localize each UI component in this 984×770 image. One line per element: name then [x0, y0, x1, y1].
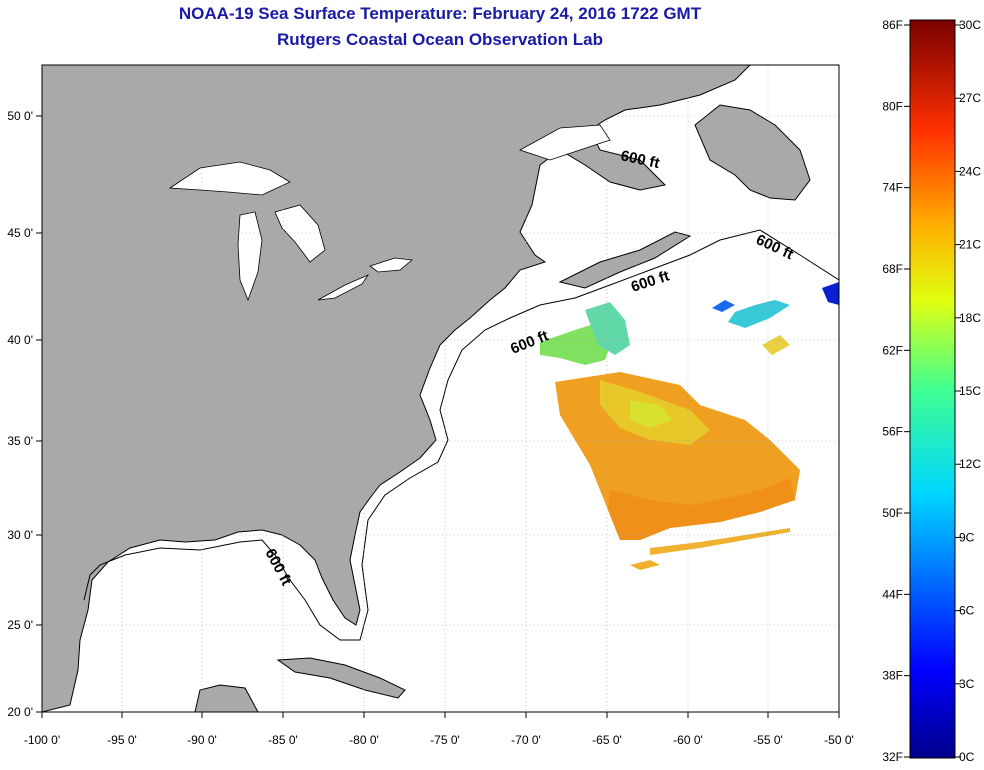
lon-tick-label: -75 0'	[430, 733, 460, 747]
colorbar-c-label: 0C	[959, 750, 975, 764]
lake-erie	[317, 274, 370, 301]
st-lawrence	[519, 124, 611, 161]
land-cuba	[276, 657, 406, 699]
lat-tick-label: 20 0'	[7, 705, 33, 719]
lon-tick-label: -95 0'	[107, 733, 137, 747]
lat-tick-label: 30 0'	[7, 528, 33, 542]
lat-tick-label: 25 0'	[7, 618, 33, 632]
colorbar-c-label: 24C	[959, 164, 981, 178]
sst-data	[540, 282, 839, 570]
latitude-axis: 50 0' 45 0' 40 0' 35 0' 30 0' 25 0' 20 0'	[7, 109, 42, 719]
colorbar-f-label: 68F	[882, 262, 903, 276]
land-nova-scotia	[558, 231, 692, 289]
graticule	[42, 65, 839, 712]
colorbar-f-label: 38F	[882, 669, 903, 683]
map-title: NOAA-19 Sea Surface Temperature: Februar…	[178, 4, 702, 23]
land-north-america	[42, 65, 751, 712]
lon-tick-label: -60 0'	[673, 733, 703, 747]
colorbar-celsius-labels: 30C 27C 24C 21C 18C 15C 12C 9C 6C 3C 0C	[955, 18, 981, 764]
colorbar-fahrenheit-labels: 86F 80F 74F 68F 62F 56F 50F 44F 38F 32F	[882, 18, 910, 764]
land-newfoundland	[694, 104, 811, 201]
colorbar-f-label: 44F	[882, 587, 903, 601]
colorbar-f-label: 56F	[882, 425, 903, 439]
lon-tick-label: -85 0'	[268, 733, 298, 747]
lat-tick-label: 50 0'	[7, 109, 33, 123]
lat-tick-label: 35 0'	[7, 434, 33, 448]
colorbar-c-label: 21C	[959, 238, 981, 252]
colorbar-c-label: 18C	[959, 311, 981, 325]
land-yucatan	[194, 684, 259, 712]
colorbar-c-label: 6C	[959, 604, 975, 618]
lon-tick-label: -55 0'	[753, 733, 783, 747]
lon-tick-label: -100 0'	[24, 733, 60, 747]
map-frame	[41, 64, 840, 713]
lake-ontario	[369, 257, 413, 273]
colorbar-f-label: 50F	[882, 506, 903, 520]
colorbar-c-label: 3C	[959, 677, 975, 691]
colorbar	[909, 19, 956, 759]
lake-superior	[168, 161, 291, 196]
colorbar-c-label: 15C	[959, 384, 981, 398]
colorbar-c-label: 30C	[959, 18, 981, 32]
colorbar-c-label: 9C	[959, 530, 975, 544]
depth-contour-600ft	[83, 229, 839, 641]
colorbar-f-label: 74F	[882, 181, 903, 195]
lon-tick-label: -70 0'	[511, 733, 541, 747]
lake-huron	[274, 204, 326, 263]
lon-tick-label: -80 0'	[349, 733, 379, 747]
longitude-axis: -100 0' -95 0' -90 0' -85 0' -80 0' -75 0' -70…	[24, 712, 854, 747]
colorbar-c-label: 27C	[959, 91, 981, 105]
lat-tick-label: 45 0'	[7, 226, 33, 240]
colorbar-f-label: 32F	[882, 750, 903, 764]
lake-michigan	[237, 211, 263, 302]
colorbar-f-label: 62F	[882, 343, 903, 357]
map-subtitle: Rutgers Coastal Ocean Observation Lab	[277, 30, 603, 49]
lon-tick-label: -50 0'	[824, 733, 854, 747]
lon-tick-label: -90 0'	[187, 733, 217, 747]
colorbar-f-label: 80F	[882, 99, 903, 113]
colorbar-f-label: 86F	[882, 18, 903, 32]
lon-tick-label: -65 0'	[592, 733, 622, 747]
lat-tick-label: 40 0'	[7, 333, 33, 347]
colorbar-c-label: 12C	[959, 457, 981, 471]
